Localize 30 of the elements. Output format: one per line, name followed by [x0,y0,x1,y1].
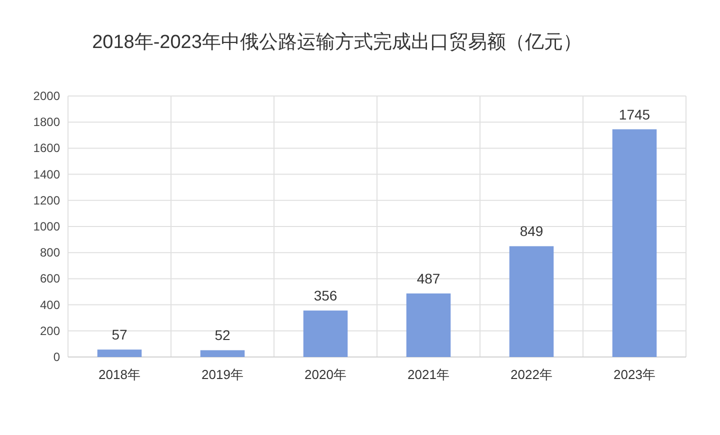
bar [612,129,657,357]
data-label: 487 [416,270,440,286]
bar [406,293,451,357]
data-label: 356 [314,288,338,304]
x-tick-label: 2019年 [202,367,244,382]
y-tick-label: 1200 [33,193,60,208]
y-tick-label: 800 [40,246,60,260]
bar [97,350,142,357]
y-tick-label: 1600 [33,141,60,156]
bar [200,350,245,357]
y-tick-label: 1000 [33,220,60,234]
x-tick-label: 2022年 [510,367,552,382]
chart-title: 2018年-2023年中俄公路运输方式完成出口贸易额（亿元） [92,31,582,53]
data-label: 849 [520,223,544,240]
bar [303,310,348,357]
x-tick-label: 2021年 [408,367,450,382]
x-tick-label: 2020年 [304,367,346,382]
y-tick-label: 1800 [33,115,60,130]
y-tick-label: 600 [40,272,60,286]
y-tick-label: 1400 [33,167,60,182]
y-tick-label: 400 [40,298,60,312]
y-tick-label: 200 [40,324,60,338]
data-label: 52 [214,327,230,344]
y-tick-label: 0 [53,350,60,364]
x-tick-label: 2023年 [614,367,656,382]
data-label: 57 [112,326,128,343]
bar [509,246,554,357]
x-tick-label: 2018年 [98,367,140,382]
data-label: 1745 [618,106,650,122]
y-tick-label: 2000 [33,89,60,103]
